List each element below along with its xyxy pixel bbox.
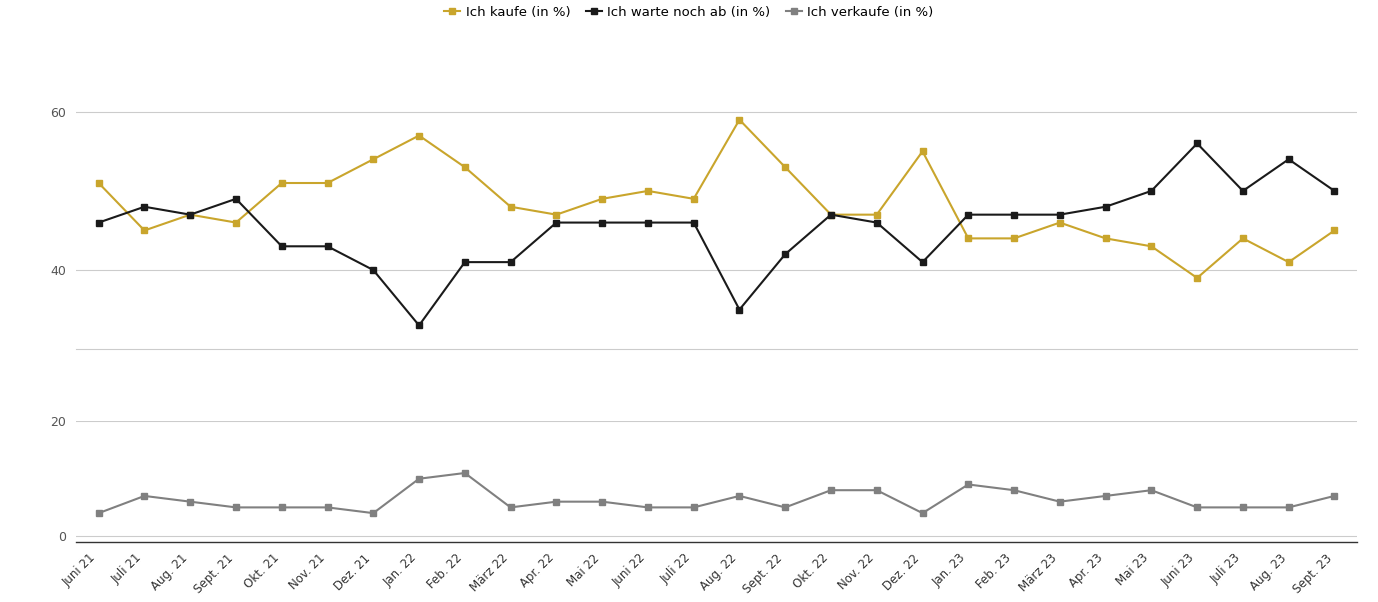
Ich warte noch ab (in %) xyxy=(320,243,336,250)
Ich verkaufe (in %) xyxy=(503,504,520,511)
Ich kaufe (in %) xyxy=(456,164,473,171)
Ich kaufe (in %) xyxy=(365,156,382,163)
Ich verkaufe (in %) xyxy=(685,504,701,511)
Ich kaufe (in %) xyxy=(823,211,839,219)
Ich warte noch ab (in %) xyxy=(548,219,565,226)
Ich verkaufe (in %) xyxy=(365,509,382,517)
Ich verkaufe (in %) xyxy=(1097,492,1113,500)
Ich warte noch ab (in %) xyxy=(914,258,930,265)
Ich verkaufe (in %) xyxy=(1235,504,1251,511)
Ich kaufe (in %) xyxy=(594,195,610,202)
Ich warte noch ab (in %) xyxy=(1189,140,1206,147)
Ich kaufe (in %) xyxy=(548,211,565,219)
Ich warte noch ab (in %) xyxy=(411,322,427,329)
Ich kaufe (in %) xyxy=(182,211,198,219)
Line: Ich kaufe (in %): Ich kaufe (in %) xyxy=(96,117,1337,281)
Ich warte noch ab (in %) xyxy=(182,211,198,219)
Ich verkaufe (in %) xyxy=(273,504,289,511)
Ich verkaufe (in %) xyxy=(136,492,153,500)
Ich warte noch ab (in %) xyxy=(1326,187,1342,194)
Ich warte noch ab (in %) xyxy=(456,258,473,265)
Legend: Ich kaufe (in %), Ich warte noch ab (in %), Ich verkaufe (in %): Ich kaufe (in %), Ich warte noch ab (in … xyxy=(440,1,938,24)
Ich verkaufe (in %) xyxy=(182,498,198,505)
Ich verkaufe (in %) xyxy=(823,486,839,494)
Ich verkaufe (in %) xyxy=(1006,486,1022,494)
Ich verkaufe (in %) xyxy=(91,509,107,517)
Ich warte noch ab (in %) xyxy=(777,250,794,258)
Ich warte noch ab (in %) xyxy=(823,211,839,219)
Ich kaufe (in %) xyxy=(91,179,107,187)
Ich verkaufe (in %) xyxy=(732,492,748,500)
Ich warte noch ab (in %) xyxy=(365,267,382,274)
Ich verkaufe (in %) xyxy=(1144,486,1160,494)
Ich verkaufe (in %) xyxy=(320,504,336,511)
Ich warte noch ab (in %) xyxy=(1006,211,1022,219)
Ich warte noch ab (in %) xyxy=(91,219,107,226)
Ich verkaufe (in %) xyxy=(639,504,656,511)
Ich verkaufe (in %) xyxy=(868,486,885,494)
Ich kaufe (in %) xyxy=(1189,275,1206,282)
Ich verkaufe (in %) xyxy=(456,470,473,477)
Ich warte noch ab (in %) xyxy=(1235,187,1251,194)
Ich verkaufe (in %) xyxy=(914,509,930,517)
Ich verkaufe (in %) xyxy=(1189,504,1206,511)
Ich kaufe (in %) xyxy=(136,227,153,234)
Ich kaufe (in %) xyxy=(227,219,244,226)
Ich warte noch ab (in %) xyxy=(136,203,153,210)
Ich kaufe (in %) xyxy=(868,211,885,219)
Ich verkaufe (in %) xyxy=(1280,504,1297,511)
Ich verkaufe (in %) xyxy=(1051,498,1068,505)
Ich warte noch ab (in %) xyxy=(868,219,885,226)
Ich kaufe (in %) xyxy=(639,187,656,194)
Ich kaufe (in %) xyxy=(1326,227,1342,234)
Ich kaufe (in %) xyxy=(1235,235,1251,242)
Ich warte noch ab (in %) xyxy=(1051,211,1068,219)
Ich kaufe (in %) xyxy=(503,203,520,210)
Ich verkaufe (in %) xyxy=(548,498,565,505)
Ich kaufe (in %) xyxy=(1051,219,1068,226)
Ich warte noch ab (in %) xyxy=(1097,203,1113,210)
Ich kaufe (in %) xyxy=(960,235,977,242)
Ich kaufe (in %) xyxy=(732,116,748,123)
Ich warte noch ab (in %) xyxy=(685,219,701,226)
Ich kaufe (in %) xyxy=(777,164,794,171)
Line: Ich warte noch ab (in %): Ich warte noch ab (in %) xyxy=(96,141,1337,328)
Ich verkaufe (in %) xyxy=(777,504,794,511)
Ich kaufe (in %) xyxy=(411,132,427,139)
Ich verkaufe (in %) xyxy=(960,481,977,488)
Ich warte noch ab (in %) xyxy=(1144,187,1160,194)
Ich kaufe (in %) xyxy=(1280,258,1297,265)
Ich verkaufe (in %) xyxy=(411,475,427,482)
Ich warte noch ab (in %) xyxy=(503,258,520,265)
Line: Ich verkaufe (in %): Ich verkaufe (in %) xyxy=(96,470,1337,516)
Ich kaufe (in %) xyxy=(1006,235,1022,242)
Ich warte noch ab (in %) xyxy=(273,243,289,250)
Ich kaufe (in %) xyxy=(1097,235,1113,242)
Ich warte noch ab (in %) xyxy=(594,219,610,226)
Ich verkaufe (in %) xyxy=(1326,492,1342,500)
Ich verkaufe (in %) xyxy=(227,504,244,511)
Ich warte noch ab (in %) xyxy=(639,219,656,226)
Ich warte noch ab (in %) xyxy=(1280,156,1297,163)
Ich verkaufe (in %) xyxy=(594,498,610,505)
Ich warte noch ab (in %) xyxy=(960,211,977,219)
Ich kaufe (in %) xyxy=(320,179,336,187)
Ich kaufe (in %) xyxy=(685,195,701,202)
Ich kaufe (in %) xyxy=(273,179,289,187)
Ich warte noch ab (in %) xyxy=(227,195,244,202)
Ich kaufe (in %) xyxy=(914,147,930,155)
Ich kaufe (in %) xyxy=(1144,243,1160,250)
Ich warte noch ab (in %) xyxy=(732,306,748,313)
